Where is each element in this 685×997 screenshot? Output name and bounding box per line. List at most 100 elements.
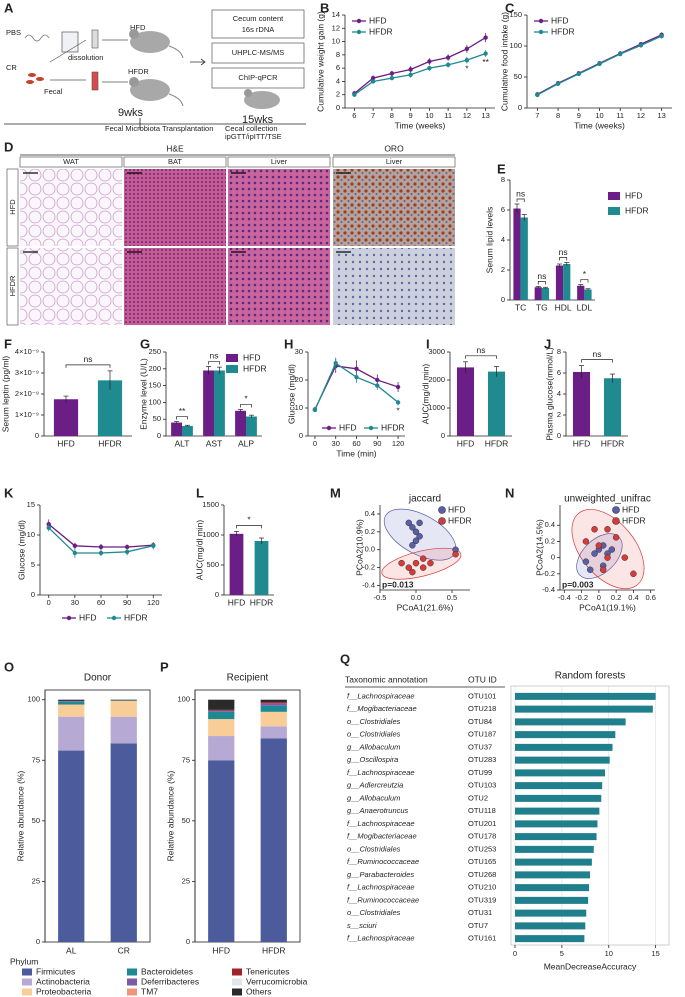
- week-end: 15wks: [242, 114, 274, 126]
- point: [535, 92, 540, 98]
- point: [612, 534, 620, 541]
- legend-label: TM7: [141, 986, 158, 996]
- point: [416, 533, 423, 540]
- legend-marker: [612, 506, 620, 514]
- bar-segment: [260, 726, 287, 739]
- bar: [515, 705, 653, 713]
- histology-image: [124, 248, 226, 325]
- bar: [203, 370, 214, 436]
- p-value: p=0.003: [562, 579, 594, 589]
- legend-swatch: [232, 988, 242, 996]
- timeline-label: Fecal Microbiota Transplantation: [105, 124, 213, 133]
- bar: [214, 370, 225, 436]
- y-tick-label: 10: [295, 403, 303, 412]
- legend-label: HFD: [622, 504, 639, 514]
- panel-letter: N: [505, 485, 514, 500]
- point: [582, 538, 590, 545]
- group-label: HFD: [8, 199, 17, 215]
- y-tick-label: 0: [336, 103, 340, 112]
- legend-label: Bacteroidetes: [141, 966, 193, 976]
- point: [483, 35, 488, 40]
- hfd-label: HFD: [130, 23, 146, 32]
- point: [427, 59, 432, 64]
- bar: [53, 399, 79, 436]
- x-tick-label: HFDR: [601, 438, 625, 448]
- x-tick-label: 0.4: [628, 593, 638, 602]
- column-header: Taxonomic annotation: [345, 674, 428, 684]
- y-axis-label: Glucose (mg/dl): [286, 364, 296, 424]
- x-tick-label: AL: [66, 945, 77, 955]
- otu-label: OTU7: [468, 921, 488, 930]
- x-tick-label: 0: [513, 949, 517, 958]
- significance-bracket: [580, 279, 589, 283]
- panel-a: A PBS dissolution CR Fecal HFD HFDR 9wks…: [4, 0, 306, 141]
- legend-label: HFDR: [243, 363, 267, 373]
- point: [591, 550, 598, 557]
- histology-image: [333, 248, 455, 325]
- point: [445, 62, 451, 68]
- panel-letter: K: [4, 485, 14, 500]
- bar-segment: [260, 711, 287, 727]
- x-tick-label: TC: [515, 302, 526, 312]
- point: [599, 566, 607, 574]
- bar: [541, 288, 550, 300]
- significance-label: *: [583, 269, 587, 279]
- otu-label: OTU103: [468, 781, 496, 790]
- y-axis-label: Cumulative food intake (g): [499, 12, 509, 111]
- y-tick-label: 12: [332, 23, 340, 32]
- y-tick-label: 4: [336, 76, 340, 85]
- mouse: [129, 77, 184, 107]
- bar-segment: [260, 699, 287, 703]
- y-tick-label: 75: [182, 755, 190, 764]
- otu-label: OTU178: [468, 832, 496, 841]
- bar: [515, 769, 605, 777]
- y-tick-label: 5: [31, 560, 35, 569]
- significance-label: ns: [210, 351, 219, 361]
- y-tick-label: 2: [501, 265, 505, 274]
- otu-label: OTU165: [468, 857, 496, 866]
- tissue-cell: [123, 156, 227, 168]
- x-tick-label: HFDR: [262, 945, 286, 955]
- legend-label: Proteobacteria: [36, 986, 92, 996]
- y-tick-label: 0: [551, 553, 555, 562]
- assay-box: [211, 67, 305, 89]
- taxon-label: f__Lachnospiraceae: [347, 883, 415, 892]
- x-tick-label: 120: [147, 598, 160, 607]
- point: [452, 550, 459, 558]
- y-tick-label: 2000: [428, 375, 445, 384]
- x-tick-label: HFD: [228, 597, 245, 607]
- tube: [91, 71, 99, 91]
- point: [389, 75, 395, 81]
- y-tick-label: 75: [32, 755, 40, 764]
- arrow: [49, 39, 87, 81]
- x-tick-label: 90: [123, 598, 131, 607]
- point: [412, 559, 420, 567]
- significance-label: **: [179, 406, 186, 416]
- group-label: HFDR: [8, 275, 17, 296]
- point: [333, 361, 338, 366]
- hfdr-label: HFDR: [128, 67, 149, 76]
- tissue-label: Liver: [271, 157, 288, 166]
- bar: [572, 371, 591, 436]
- legend-label: Verrucomicrobia: [246, 976, 308, 986]
- taxon-label: f__Ruminococcaceae: [347, 857, 419, 866]
- y-tick-label: 50: [32, 816, 40, 825]
- y-tick-label: 100: [27, 695, 40, 704]
- bar-segment: [110, 700, 137, 717]
- y-tick-label: 0: [441, 431, 445, 440]
- panel-letter: E: [497, 161, 506, 176]
- bar: [515, 909, 587, 917]
- x-axis-label: PCoA1(21.6%): [397, 602, 454, 612]
- bar-segment: [58, 704, 85, 717]
- y-tick-label: 500: [206, 560, 219, 569]
- point: [412, 528, 420, 536]
- point: [46, 525, 51, 530]
- y-tick-label: 25: [32, 876, 40, 885]
- bar-segment: [208, 711, 235, 720]
- assay-box: [211, 9, 305, 39]
- x-tick-label: HFD: [213, 945, 230, 955]
- x-tick-label: 8: [556, 111, 560, 120]
- y-tick-label: 10: [27, 530, 35, 539]
- significance-label: ns: [477, 345, 486, 355]
- x-axis-label: MeanDecreaseAccuracy: [544, 961, 637, 971]
